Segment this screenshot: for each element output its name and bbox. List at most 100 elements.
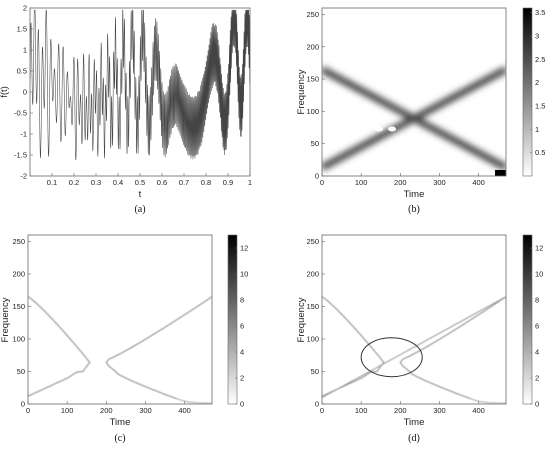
x-tick-label: 0.4 <box>113 178 123 187</box>
y-tick-label: -2 <box>20 172 27 181</box>
panel-a: 0.1 0.2 0.3 0.4 0.5 0.6 0.7 0.8 0.9 1 -2 -1.5 -1 -0.… <box>0 4 252 216</box>
colorbar-tick-label: 3.5 <box>535 8 545 17</box>
x-tick-label: 0 <box>320 178 324 187</box>
colorbar-tick-label: 8 <box>535 296 539 305</box>
y-tick-label: 150 <box>306 302 319 311</box>
x-tick-label: 200 <box>394 406 407 415</box>
ridge-group-b <box>322 66 506 171</box>
x-tick-label: 400 <box>178 406 191 415</box>
y-tick-label: -1.5 <box>14 151 27 160</box>
y-tick-label: 150 <box>306 75 319 84</box>
x-tick-label: 0.3 <box>91 178 101 187</box>
y-tick-label: 50 <box>17 367 25 376</box>
colorbar-tick-label: 4 <box>240 348 244 357</box>
plot-frame-c <box>27 234 213 405</box>
edge-energy-patch <box>495 170 506 176</box>
colorbar-tick-label: 2.5 <box>535 55 545 64</box>
colorbar-tick-label: 12 <box>240 244 248 253</box>
colorbar-tick-label: 2 <box>535 374 539 383</box>
y-tick-label: 0 <box>21 400 25 409</box>
x-tick-label: 300 <box>433 406 446 415</box>
x-tick-label: 0.9 <box>223 178 233 187</box>
x-tick-label: 0.5 <box>135 178 145 187</box>
plot-frame-b <box>321 7 507 177</box>
x-tick-label: 200 <box>100 406 113 415</box>
x-tick-label: 0.7 <box>179 178 189 187</box>
ridge-tail <box>176 398 212 404</box>
annotation-ellipse <box>360 337 423 378</box>
x-tick-label: 0 <box>320 406 324 415</box>
y-tick-label: 250 <box>306 237 319 246</box>
colorbar-tick-label: 12 <box>535 244 543 253</box>
ridge-ascending <box>322 66 506 171</box>
y-tick-label: 1.5 <box>17 25 27 34</box>
ridge-tail <box>470 398 506 404</box>
x-tick-label: 200 <box>394 178 407 187</box>
interference-spot <box>388 126 396 132</box>
colorbar-b <box>522 7 533 177</box>
x-axis-label-b: Time <box>404 189 425 200</box>
x-tick-label: 0.6 <box>157 178 167 187</box>
signal-line <box>30 9 250 161</box>
panel-b: 0 100 200 300 400 0 50 100 150 200 250 0.5 1 1.5 2 2.… <box>296 7 545 215</box>
ridge-left-branch <box>28 296 91 397</box>
y-tick-label: 200 <box>306 42 319 51</box>
y-tick-label: 200 <box>12 270 25 279</box>
y-tick-label: 50 <box>311 367 319 376</box>
colorbar-d <box>522 234 533 405</box>
x-tick-label: 100 <box>355 178 368 187</box>
y-tick-label: 150 <box>12 302 25 311</box>
plot-frame-d <box>321 234 507 405</box>
y-tick-label: 50 <box>311 139 319 148</box>
x-tick-label: 0 <box>26 406 30 415</box>
colorbar-tick-label: 0 <box>240 400 244 409</box>
colorbar-tick-label: 3 <box>535 32 539 41</box>
ridge-right-branch <box>399 296 506 400</box>
caption-c: (c) <box>114 433 125 444</box>
colorbar-tick-label: 0 <box>535 400 539 409</box>
x-axis-label-d: Time <box>404 417 425 428</box>
caption-d: (d) <box>408 433 420 444</box>
y-tick-label: 100 <box>12 335 25 344</box>
x-tick-label: 0.8 <box>201 178 211 187</box>
colorbar-tick-label: 10 <box>535 270 543 279</box>
x-tick-label: 300 <box>433 178 446 187</box>
caption-a: (a) <box>134 204 145 215</box>
y-tick-label: 250 <box>306 10 319 19</box>
y-tick-label: 0 <box>315 400 319 409</box>
colorbar-tick-label: 10 <box>240 270 248 279</box>
y-tick-label: 0 <box>315 172 319 181</box>
plot-background-d <box>322 235 506 404</box>
y-axis-label-d: Frequency <box>296 297 307 342</box>
y-tick-label: 200 <box>306 270 319 279</box>
colorbar-tick-label: 1.5 <box>535 102 545 111</box>
x-axis-label-c: Time <box>110 417 131 428</box>
colorbar-tick-label: 6 <box>535 322 539 331</box>
x-tick-label: 400 <box>472 406 485 415</box>
x-tick-label: 100 <box>61 406 74 415</box>
y-axis-label-c: Frequency <box>0 297 11 342</box>
x-tick-label: 300 <box>139 406 152 415</box>
x-tick-label: 100 <box>355 406 368 415</box>
y-tick-label: 0.5 <box>17 67 27 76</box>
x-tick-label: 0.1 <box>47 178 57 187</box>
y-tick-label: 100 <box>306 335 319 344</box>
colorbar-tick-label: 8 <box>240 296 244 305</box>
x-tick-label: 0.2 <box>69 178 79 187</box>
colorbar-tick-label: 2 <box>240 374 244 383</box>
y-tick-label: -0.5 <box>14 109 27 118</box>
colorbar-tick-label: 0.5 <box>535 148 545 157</box>
y-axis-label-b: Frequency <box>296 69 307 114</box>
y-tick-label: -1 <box>20 130 27 139</box>
colorbar-c <box>227 234 238 405</box>
plot-background-c <box>28 235 212 404</box>
colorbar-tick-label: 6 <box>240 322 244 331</box>
ridge-ascending-line <box>322 296 506 398</box>
y-tick-label: 2 <box>23 4 27 13</box>
y-tick-label: 100 <box>306 107 319 116</box>
y-axis-label-a: f(t) <box>0 86 10 98</box>
caption-b: (b) <box>408 204 420 215</box>
